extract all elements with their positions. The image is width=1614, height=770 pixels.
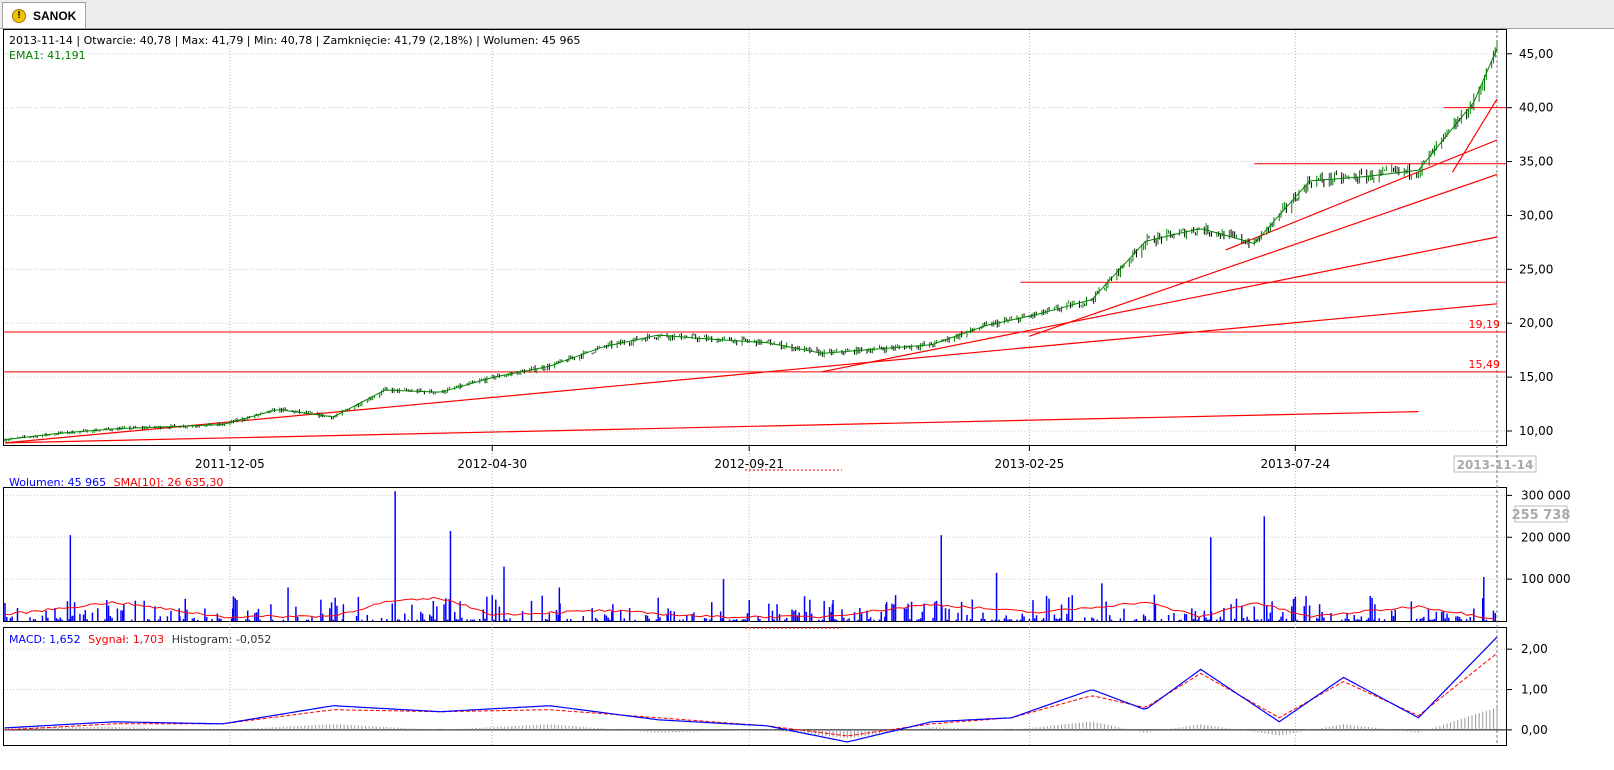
- histogram-value: Histogram: -0,052: [171, 633, 272, 646]
- macd-info: MACD: 1,652 Sygnał: 1,703 Histogram: -0,…: [9, 633, 271, 646]
- y-tick-label: 40,00: [1519, 101, 1553, 115]
- volume-panel-border: [3, 487, 1507, 622]
- y-tick-label: 10,00: [1519, 424, 1553, 438]
- macd-value: MACD: 1,652: [9, 633, 81, 646]
- x-tick-label: 2013-07-24: [1260, 457, 1330, 471]
- level-label: 15,49: [1469, 358, 1501, 371]
- ema-line: [4, 48, 1498, 441]
- sma-value: SMA[10]: 26 635,30: [113, 476, 224, 489]
- sma-line: [4, 596, 1494, 620]
- signal-line: [4, 652, 1498, 737]
- cursor-date-box: [1453, 455, 1537, 473]
- x-tick-label: 2013-02-25: [995, 457, 1065, 471]
- trendline: [4, 303, 1498, 444]
- volume-tick-label: 100 000: [1521, 572, 1571, 586]
- y-tick-label: 15,00: [1519, 370, 1553, 384]
- chart-frame: 2011-12-05 2012-04-30 2012-09-21 2013-02-25…: [0, 29, 1614, 767]
- volume-cursor-label: 255 738: [1512, 508, 1571, 523]
- macd-tick-label: 1,00: [1521, 683, 1548, 697]
- cursor-date-label: 2013-11-14: [1457, 458, 1534, 472]
- trendline: [1029, 173, 1498, 337]
- warning-icon: !: [12, 9, 26, 23]
- macd-tick-label: 2,00: [1521, 642, 1548, 656]
- y-tick-label: 45,00: [1519, 47, 1553, 61]
- level-label: 19,19: [1469, 318, 1501, 331]
- y-tick-label: 20,00: [1519, 316, 1553, 330]
- trendline: [1451, 98, 1498, 173]
- ohlc-info: 2013-11-14 | Otwarcie: 40,78 | Max: 41,7…: [9, 34, 581, 47]
- tab-label: SANOK: [33, 9, 77, 23]
- tab-sanok[interactable]: ! SANOK: [2, 2, 86, 28]
- chart-canvas[interactable]: 2011-12-05 2012-04-30 2012-09-21 2013-02-25…: [0, 29, 1614, 767]
- signal-value: Sygnał: 1,703: [88, 633, 165, 646]
- trendline: [1225, 139, 1498, 251]
- ohlc-bars: [4, 40, 1498, 442]
- x-tick-label: 2012-09-21: [714, 457, 784, 471]
- ema-info: EMA1: 41,191: [9, 49, 86, 62]
- volume-cursor-box: [1514, 505, 1568, 523]
- volume-info: Wolumen: 45 965 SMA[10]: 26 635,30: [9, 476, 223, 489]
- trendline: [4, 410, 1419, 444]
- y-tick-label: 25,00: [1519, 262, 1553, 276]
- volume-bars: [4, 491, 1496, 621]
- y-tick-label: 30,00: [1519, 208, 1553, 222]
- histogram-bars: [4, 707, 1498, 739]
- price-panel-border: [3, 29, 1507, 446]
- trendline: [822, 236, 1498, 373]
- x-tick-label: 2012-04-30: [457, 457, 527, 471]
- volume-tick-label: 200 000: [1521, 530, 1571, 544]
- x-tick-label: 2011-12-05: [195, 457, 265, 471]
- macd-line: [4, 636, 1498, 743]
- volume-tick-label: 300 000: [1521, 488, 1571, 502]
- macd-tick-label: 0,00: [1521, 723, 1548, 737]
- tab-bar: ! SANOK: [0, 0, 1614, 29]
- y-tick-label: 35,00: [1519, 155, 1553, 169]
- volume-value: Wolumen: 45 965: [9, 476, 107, 489]
